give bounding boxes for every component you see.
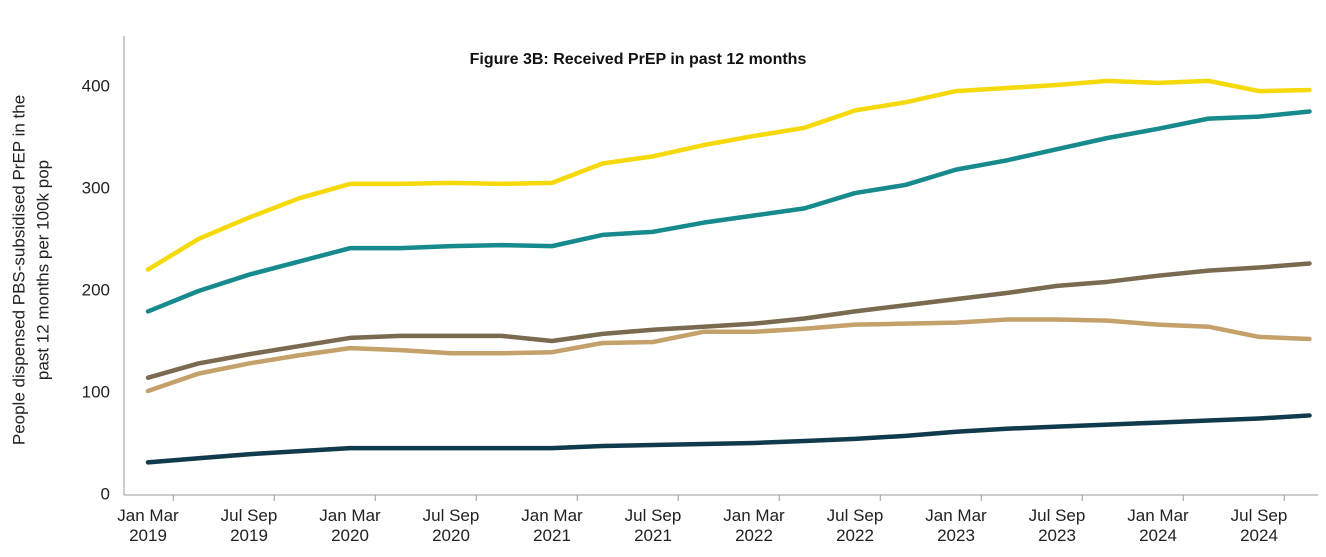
- x-tick-label: Jul Sep 2023: [1029, 506, 1086, 545]
- x-tick-label: Jan Mar 2019: [117, 506, 179, 545]
- y-tick-label: 100: [82, 382, 110, 401]
- y-axis-label: People dispensed PBS-subsidised PrEP in …: [9, 95, 28, 445]
- x-tick-label: Jul Sep 2019: [221, 506, 278, 545]
- series-line: [145, 261, 1312, 380]
- x-tick-label: Jan Mar 2022: [723, 506, 785, 545]
- series-line: [145, 109, 1312, 314]
- x-tick-label: Jul Sep 2024: [1231, 506, 1288, 545]
- x-tick-label: Jan Mar 2023: [925, 506, 987, 545]
- x-tick-label: Jul Sep 2021: [625, 506, 682, 545]
- x-tick-label: Jul Sep 2020: [423, 506, 480, 545]
- x-tick-label: Jul Sep 2022: [827, 506, 884, 545]
- y-tick-label: 400: [82, 76, 110, 95]
- y-tick-label: 0: [101, 484, 110, 503]
- x-tick-label: Jan Mar 2020: [319, 506, 381, 545]
- chart-title: Figure 3B: Received PrEP in past 12 mont…: [470, 51, 807, 68]
- y-tick-label: 200: [82, 280, 110, 299]
- x-tick-label: Jan Mar 2024: [1127, 506, 1189, 545]
- series-line: [145, 413, 1312, 465]
- y-tick-label: 300: [82, 178, 110, 197]
- x-tick-label: Jan Mar 2021: [521, 506, 583, 545]
- series-line: [145, 317, 1312, 394]
- y-axis-label: past 12 months per 100k pop: [33, 160, 52, 380]
- series-line: [145, 78, 1312, 272]
